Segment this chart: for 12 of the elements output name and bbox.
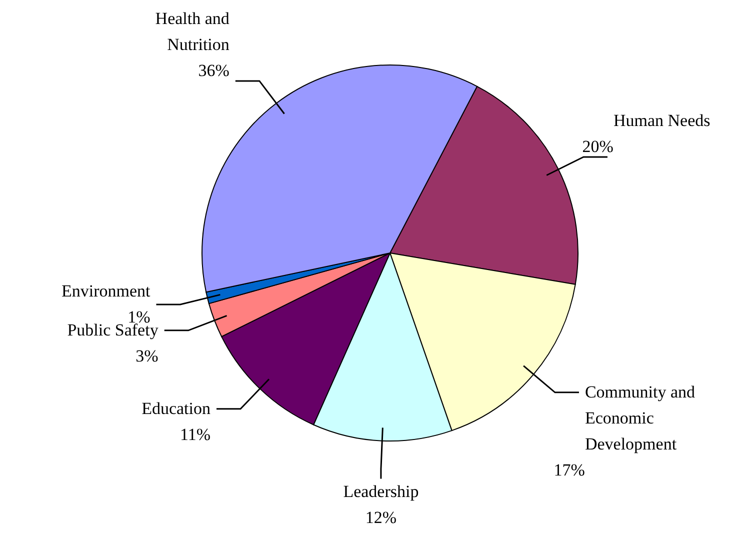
slice-label: Human Needs (613, 110, 710, 130)
slice-label: Environment (61, 282, 151, 301)
data-label: 3% (136, 346, 158, 366)
data-label: 36% (198, 60, 230, 80)
slice-label: Education (142, 398, 211, 418)
slice-label: Health and Nutrition (155, 8, 230, 54)
slice-label: Community and Economic Development (584, 382, 696, 454)
data-label: 20% (582, 136, 614, 156)
slice-label: Leadership (343, 482, 419, 501)
data-label: 11% (180, 424, 210, 444)
data-label: 17% (554, 460, 585, 480)
data-label: 12% (365, 508, 397, 527)
